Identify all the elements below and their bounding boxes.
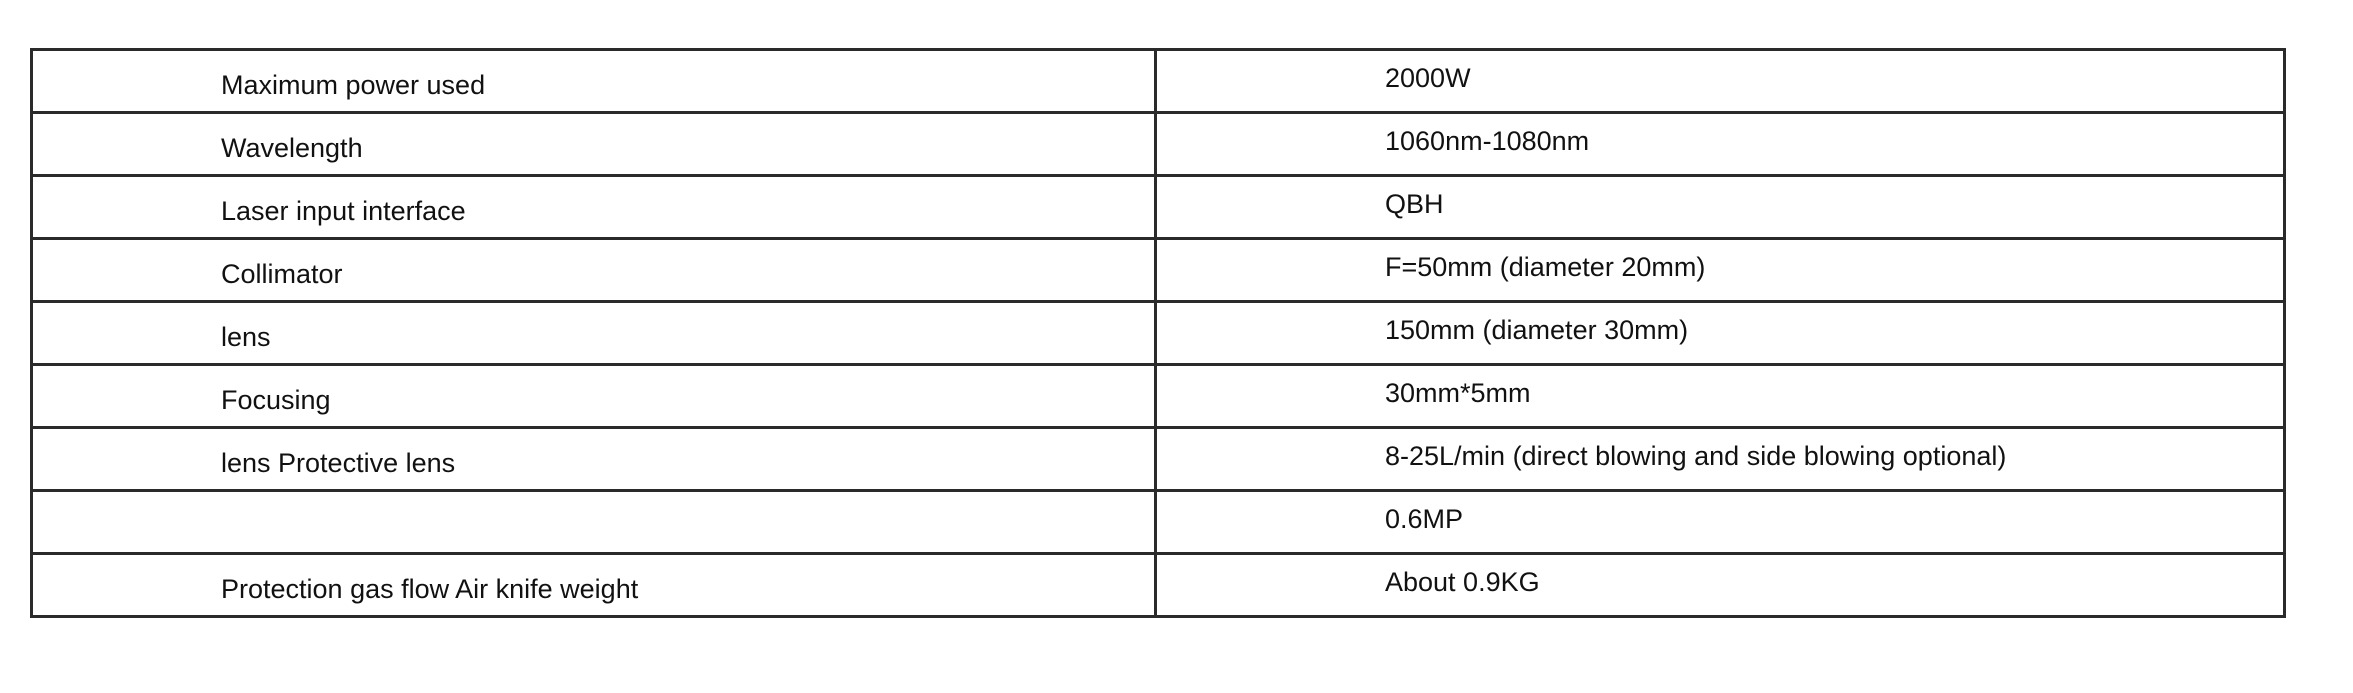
table-row: Maximum power used 2000W <box>30 48 2286 114</box>
table-row: Collimator F=50mm (diameter 20mm) <box>30 237 2286 303</box>
spec-value: About 0.9KG <box>1154 552 2286 618</box>
table-row: Protection gas flow Air knife weight Abou… <box>30 552 2286 618</box>
spec-label: lens <box>30 300 1157 366</box>
spec-label: lens Protective lens <box>30 426 1157 492</box>
spec-value: 2000W <box>1154 48 2286 114</box>
spec-label: Collimator <box>30 237 1157 303</box>
spec-label: Focusing <box>30 363 1157 429</box>
spec-value: 0.6MP <box>1154 489 2286 555</box>
spec-value: 30mm*5mm <box>1154 363 2286 429</box>
spec-label: Laser input interface <box>30 174 1157 240</box>
spec-value: 150mm (diameter 30mm) <box>1154 300 2286 366</box>
table-row: Focusing 30mm*5mm <box>30 363 2286 429</box>
spec-value: QBH <box>1154 174 2286 240</box>
spec-label <box>30 489 1157 555</box>
spec-value: 8-25L/min (direct blowing and side blowi… <box>1154 426 2286 492</box>
spec-value: F=50mm (diameter 20mm) <box>1154 237 2286 303</box>
table-row: 0.6MP <box>30 489 2286 555</box>
table-row: Wavelength 1060nm-1080nm <box>30 111 2286 177</box>
spec-table: Maximum power used 2000W Wavelength 1060nm-… <box>30 48 2286 618</box>
spec-label: Wavelength <box>30 111 1157 177</box>
spec-label: Protection gas flow Air knife weight <box>30 552 1157 618</box>
spec-value: 1060nm-1080nm <box>1154 111 2286 177</box>
table-row: lens Protective lens 8-25L/min (direct bl… <box>30 426 2286 492</box>
spec-label: Maximum power used <box>30 48 1157 114</box>
table-row: lens 150mm (diameter 30mm) <box>30 300 2286 366</box>
table-row: Laser input interface QBH <box>30 174 2286 240</box>
